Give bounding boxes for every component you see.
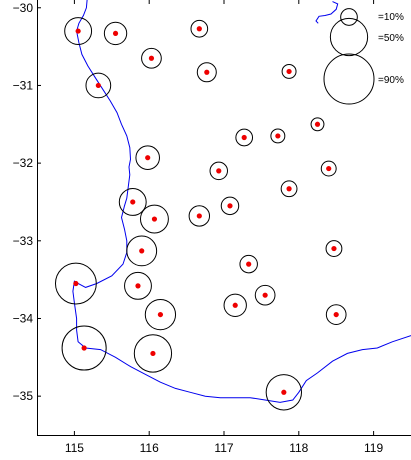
station-point	[150, 350, 156, 357]
y-tick-label: −30	[13, 1, 34, 15]
station-point	[135, 283, 141, 289]
axis-ticks: 115 116 117 118 119 −30 −31 −32 −33 −34 −35	[13, 0, 383, 455]
x-tick-label: 116	[140, 441, 159, 455]
x-tick-label: 118	[289, 441, 308, 455]
station-point	[216, 168, 222, 174]
station-point	[275, 133, 281, 139]
station-circle	[325, 304, 347, 325]
station-point	[227, 203, 233, 209]
plot-area	[37, 0, 411, 436]
coastline-layer	[72, 0, 411, 403]
station-point	[148, 55, 155, 61]
station-point	[204, 69, 210, 75]
station-circle	[188, 205, 211, 227]
station-circle	[118, 188, 147, 216]
station-point	[246, 261, 252, 267]
station-circle	[139, 204, 169, 234]
station-point	[145, 155, 151, 161]
station-circles	[54, 17, 347, 411]
station-point	[281, 389, 287, 395]
station-circle	[135, 145, 160, 170]
station-circle	[235, 128, 254, 147]
x-tick-label: 115	[65, 441, 84, 455]
legend-label: =90%	[378, 75, 404, 86]
station-circle	[64, 17, 93, 46]
station-point	[130, 199, 136, 205]
station-point	[331, 245, 337, 252]
station-circle	[144, 298, 177, 331]
station-point	[151, 216, 158, 222]
legend-circle	[329, 17, 369, 57]
y-tick-label: −31	[13, 78, 34, 92]
size-legend: =10% =50% =90%	[323, 8, 404, 105]
y-tick-label: −32	[13, 156, 34, 170]
station-circle	[85, 72, 112, 99]
station-circle	[103, 21, 128, 46]
inlet-coastline	[315, 1, 339, 24]
station-circle	[220, 196, 240, 216]
station-points	[73, 26, 339, 395]
station-circle	[61, 325, 107, 371]
station-point	[139, 248, 145, 254]
station-circle	[310, 117, 325, 132]
station-point	[73, 280, 79, 287]
station-circle	[320, 160, 337, 177]
station-circle	[54, 262, 97, 305]
station-point	[232, 302, 238, 308]
legend-label: =10%	[378, 12, 404, 23]
x-tick-label: 117	[214, 441, 233, 455]
y-tick-label: −34	[13, 311, 34, 325]
legend-label: =50%	[378, 33, 404, 44]
station-circle	[280, 180, 298, 198]
station-circle	[223, 293, 247, 317]
station-point	[286, 186, 292, 192]
station-circle	[124, 271, 152, 300]
y-tick-label: −33	[13, 234, 34, 248]
axes-frame	[37, 0, 411, 436]
station-circle	[270, 128, 286, 144]
station-point	[112, 30, 119, 37]
station-circle	[196, 62, 217, 83]
y-tick-label: −35	[13, 389, 34, 403]
station-circle	[126, 235, 158, 267]
station-circle	[281, 63, 297, 79]
station-circle	[190, 19, 209, 38]
legend-circle	[323, 53, 375, 105]
station-point	[95, 82, 101, 89]
station-circle	[209, 161, 229, 181]
station-point	[241, 134, 247, 141]
station-point	[326, 165, 332, 172]
station-circle	[254, 284, 276, 306]
x-tick-label: 119	[364, 441, 383, 455]
station-point	[314, 121, 321, 127]
legend-circle	[340, 8, 358, 26]
station-circle	[141, 47, 162, 69]
station-point	[286, 68, 292, 75]
station-point	[81, 345, 87, 351]
station-point	[75, 28, 81, 34]
station-point	[262, 292, 268, 298]
station-point	[196, 213, 202, 219]
coastline	[72, 0, 411, 403]
station-point	[157, 311, 164, 318]
station-circle	[239, 254, 258, 274]
station-point	[196, 26, 202, 32]
station-circle	[133, 334, 173, 373]
station-point	[333, 311, 339, 318]
station-circle	[325, 240, 343, 257]
station-circle	[265, 374, 303, 411]
